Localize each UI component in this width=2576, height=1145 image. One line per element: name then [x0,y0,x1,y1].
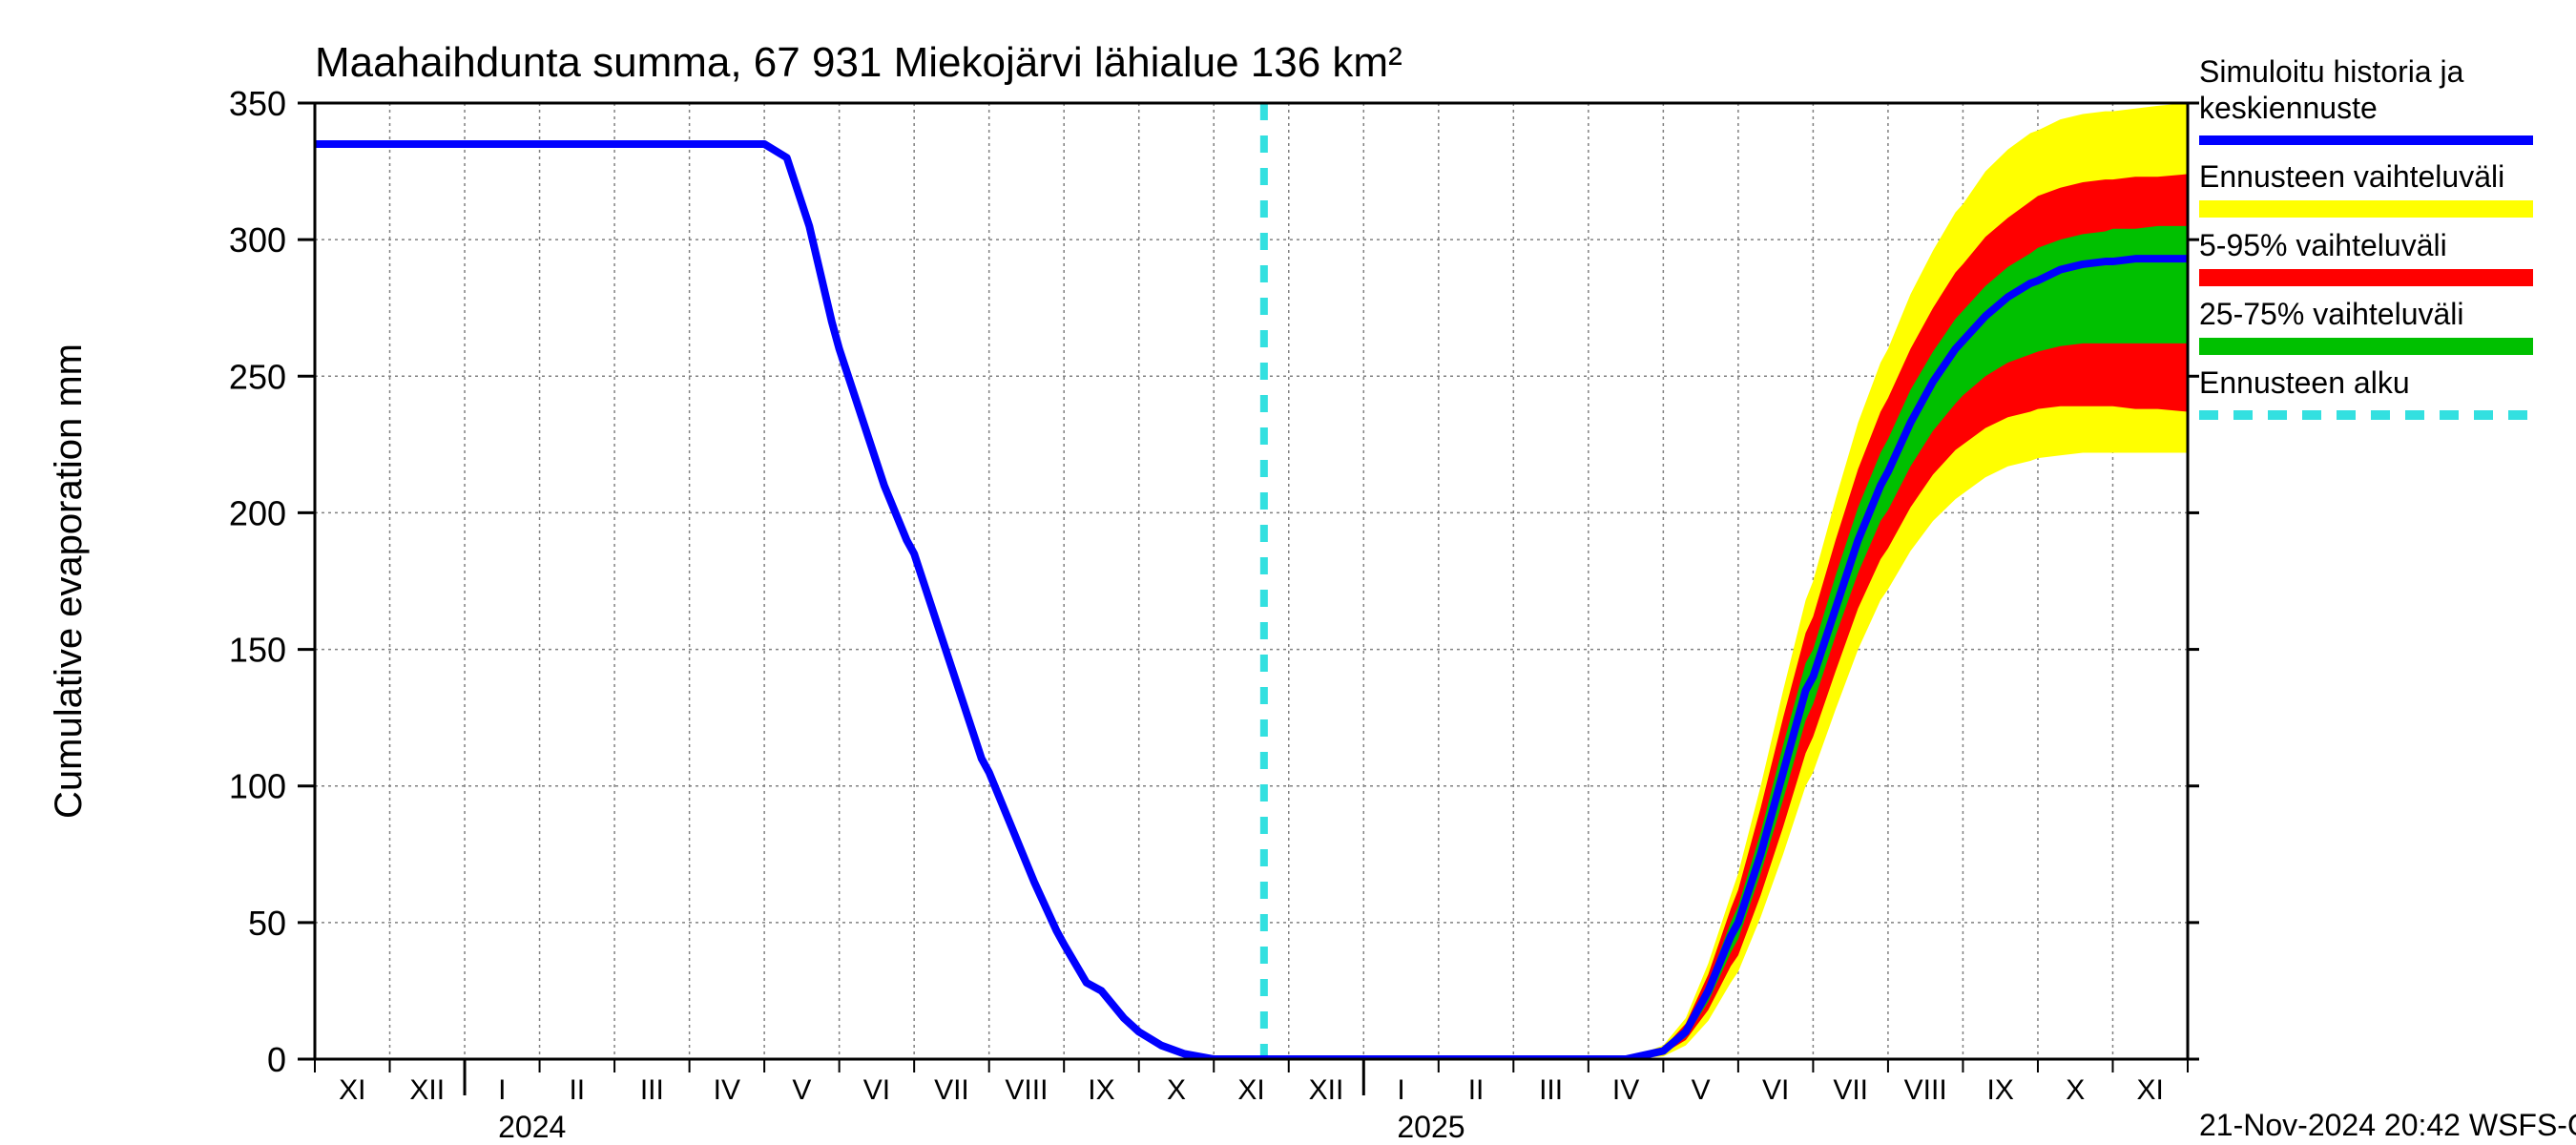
x-month-label: I [498,1074,506,1106]
legend-label: 5-95% vaihteluväli [2199,228,2447,262]
y-tick-label: 50 [248,904,286,943]
y-tick-label: 0 [267,1040,286,1079]
x-month-label: XI [339,1074,365,1106]
x-month-label: III [1539,1074,1563,1106]
x-month-label: V [1692,1074,1711,1106]
legend-swatch [2199,338,2533,355]
y-tick-label: 200 [229,493,286,532]
legend-label: keskiennuste [2199,91,2378,125]
chart-title: Maahaihdunta summa, 67 931 Miekojärvi lä… [315,39,1402,86]
legend-label: Ennusteen vaihteluväli [2199,159,2504,194]
x-month-label: XI [1237,1074,1264,1106]
x-month-label: II [569,1074,585,1106]
x-month-label: XI [2137,1074,2164,1106]
y-tick-label: 150 [229,631,286,670]
x-month-label: IV [1612,1074,1639,1106]
x-month-label: I [1397,1074,1404,1106]
x-month-label: VIII [1904,1074,1947,1106]
legend-label: Simuloitu historia ja [2199,54,2464,89]
y-tick-label: 300 [229,220,286,260]
x-month-label: IX [1987,1074,2014,1106]
x-year-label: 2024 [498,1110,566,1144]
x-month-label: VII [1833,1074,1868,1106]
legend-swatch [2199,200,2533,218]
x-month-label: VI [1762,1074,1789,1106]
x-month-label: V [792,1074,811,1106]
x-month-label: VIII [1005,1074,1048,1106]
y-tick-label: 250 [229,357,286,396]
x-month-label: II [1468,1074,1485,1106]
y-tick-label: 100 [229,767,286,806]
legend-label: Ennusteen alku [2199,365,2410,400]
chart-bg [0,0,2576,1145]
x-month-label: III [640,1074,664,1106]
evaporation-chart: 050100150200250300350XIXIIIIIIIIIVVVIVII… [0,0,2576,1145]
x-year-label: 2025 [1397,1110,1465,1144]
y-tick-label: 350 [229,84,286,123]
footer-timestamp: 21-Nov-2024 20:42 WSFS-O [2199,1108,2576,1142]
x-month-label: XII [409,1074,445,1106]
x-month-label: VII [934,1074,969,1106]
y-axis-label: Cumulative evaporation mm [48,344,90,819]
x-month-label: X [2066,1074,2085,1106]
x-month-label: IX [1088,1074,1114,1106]
legend-swatch [2199,269,2533,286]
x-month-label: VI [863,1074,890,1106]
x-month-label: X [1167,1074,1186,1106]
legend-label: 25-75% vaihteluväli [2199,297,2464,331]
x-month-label: XII [1309,1074,1344,1106]
x-month-label: IV [714,1074,740,1106]
